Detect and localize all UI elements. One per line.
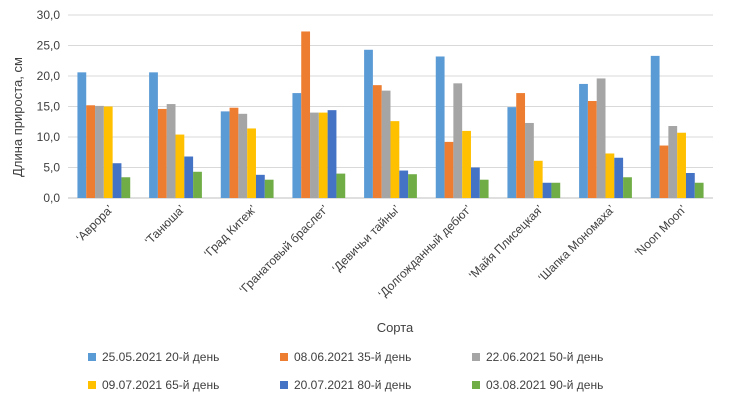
bar bbox=[166, 104, 176, 198]
bar bbox=[435, 56, 445, 199]
bar bbox=[507, 107, 517, 198]
bar bbox=[238, 113, 248, 198]
bar bbox=[668, 126, 678, 198]
x-tick-label: ‘Аврора’ bbox=[73, 202, 116, 245]
legend-swatch bbox=[472, 381, 480, 389]
bar bbox=[453, 83, 463, 198]
bar bbox=[659, 145, 669, 198]
bar bbox=[149, 72, 158, 198]
x-tick-label: ‘Noon Moon’ bbox=[632, 202, 690, 260]
legend-label: 03.08.2021 90-й день bbox=[486, 378, 604, 392]
bar bbox=[533, 160, 543, 198]
bar bbox=[327, 110, 337, 198]
bar bbox=[542, 182, 552, 198]
bars bbox=[77, 31, 704, 199]
bar bbox=[318, 112, 328, 198]
x-axis-label: Сорта bbox=[377, 320, 414, 335]
y-tick-label: 5,0 bbox=[43, 161, 60, 175]
y-tick-label: 20,0 bbox=[37, 69, 61, 83]
bar bbox=[157, 108, 167, 198]
legend-item: 20.07.2021 80-й день bbox=[280, 378, 411, 392]
x-tick-label: ‘Майя Плисецкая’ bbox=[466, 202, 546, 282]
bar bbox=[650, 55, 660, 199]
bar bbox=[301, 31, 311, 198]
bar bbox=[390, 121, 400, 198]
y-axis-label: Длина прироста, см bbox=[10, 57, 25, 177]
bar bbox=[229, 107, 239, 198]
legend-item: 25.05.2021 20-й день bbox=[88, 350, 219, 364]
bar bbox=[364, 49, 373, 198]
legend-swatch bbox=[88, 353, 96, 361]
legend-item: 03.08.2021 90-й день bbox=[472, 378, 603, 392]
x-tick-label: ‘Град Китеж’ bbox=[201, 202, 259, 260]
bar bbox=[462, 130, 471, 198]
bar bbox=[381, 90, 391, 198]
y-tick-label: 30,0 bbox=[37, 8, 61, 22]
bar bbox=[596, 78, 606, 198]
y-tick-label: 15,0 bbox=[37, 100, 61, 114]
legend: 25.05.2021 20-й день 08.06.2021 35-й день… bbox=[88, 346, 708, 400]
legend-item: 09.07.2021 65-й день bbox=[88, 378, 219, 392]
legend-label: 22.06.2021 50-й день bbox=[486, 350, 604, 364]
legend-label: 25.05.2021 20-й день bbox=[102, 350, 220, 364]
bar bbox=[479, 179, 489, 198]
legend-swatch bbox=[88, 381, 96, 389]
bar bbox=[95, 105, 104, 198]
bar bbox=[551, 182, 561, 198]
bar bbox=[86, 105, 96, 198]
bar bbox=[694, 182, 704, 198]
y-tick-label: 0,0 bbox=[43, 191, 60, 205]
legend-label: 08.06.2021 35-й день bbox=[294, 350, 412, 364]
legend-swatch bbox=[280, 353, 288, 361]
y-tick-label: 25,0 bbox=[37, 39, 61, 53]
bar bbox=[587, 101, 597, 198]
x-tick-label: ‘Шапка Мономаха’ bbox=[535, 202, 617, 284]
bar bbox=[247, 128, 256, 198]
legend-item: 08.06.2021 35-й день bbox=[280, 350, 411, 364]
bar bbox=[605, 153, 615, 198]
legend-label: 20.07.2021 80-й день bbox=[294, 378, 412, 392]
bar bbox=[255, 174, 265, 198]
x-tick-labels: ‘Аврора’ ‘Танюша’ ‘Град Китеж’‘Гранатовый … bbox=[73, 202, 689, 301]
bar bbox=[516, 93, 526, 198]
bar bbox=[77, 72, 87, 198]
bar bbox=[579, 83, 588, 198]
bar bbox=[399, 170, 409, 198]
bar bbox=[220, 111, 230, 198]
bar bbox=[184, 156, 194, 198]
bar bbox=[623, 177, 632, 198]
bar bbox=[264, 179, 274, 198]
bar bbox=[470, 167, 480, 198]
bar bbox=[685, 172, 695, 198]
bar bbox=[103, 106, 113, 198]
bar bbox=[525, 122, 534, 198]
legend-label: 09.07.2021 65-й день bbox=[102, 378, 220, 392]
x-tick-label: ‘Танюша’ bbox=[142, 202, 188, 248]
legend-item: 22.06.2021 50-й день bbox=[472, 350, 603, 364]
bar bbox=[193, 171, 202, 198]
bar bbox=[175, 134, 185, 198]
legend-swatch bbox=[472, 353, 480, 361]
legend-swatch bbox=[280, 381, 288, 389]
bar bbox=[444, 141, 454, 198]
x-tick-label: ‘Девичьи тайны’ bbox=[329, 202, 402, 275]
bar bbox=[292, 93, 302, 198]
y-tick-labels: 0,0 5,0 10,0 15,0 20,0 25,0 30,0 bbox=[37, 8, 61, 205]
bar bbox=[408, 174, 417, 198]
bar bbox=[112, 163, 122, 198]
bar bbox=[372, 85, 382, 198]
bar bbox=[677, 132, 686, 198]
bar bbox=[121, 177, 131, 198]
bar bbox=[310, 112, 319, 198]
bar bbox=[336, 173, 346, 198]
y-tick-label: 10,0 bbox=[37, 130, 61, 144]
bar bbox=[614, 157, 624, 198]
